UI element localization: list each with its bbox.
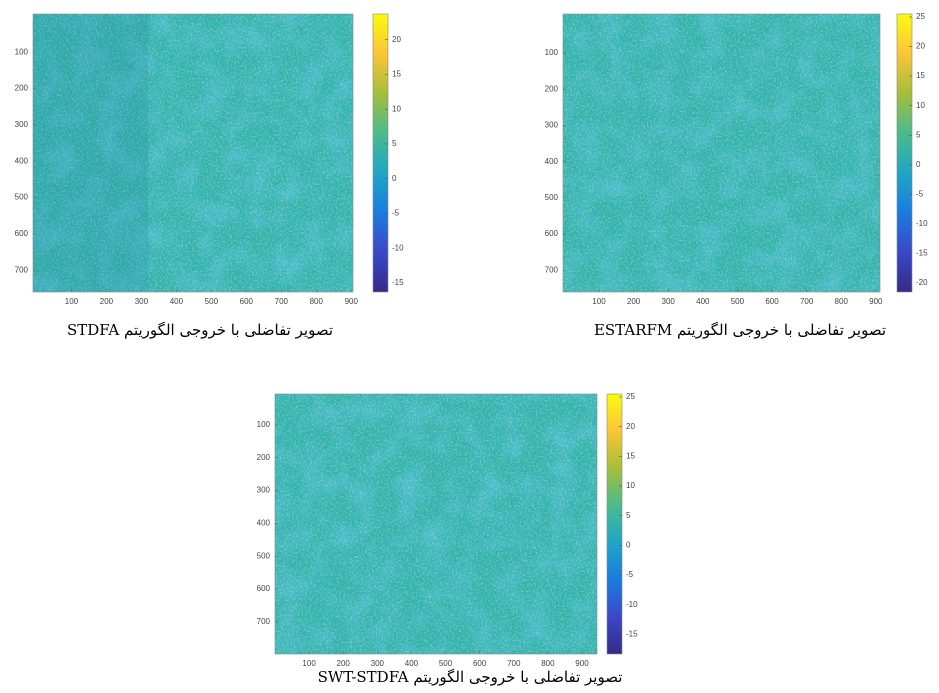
y-tick-label: 600 xyxy=(545,229,559,238)
colorbar-tick-label: -5 xyxy=(916,190,924,199)
x-tick-label: 300 xyxy=(135,297,149,306)
x-tick-label: 100 xyxy=(302,659,316,668)
colorbar-tick-label: 20 xyxy=(626,422,635,431)
colorbar-tick-label: 20 xyxy=(392,35,401,44)
y-tick-label: 400 xyxy=(545,157,559,166)
colorbar-tick-label: 10 xyxy=(626,481,635,490)
x-tick-label: 900 xyxy=(869,297,883,306)
y-tick-label: 400 xyxy=(15,156,29,165)
y-tick-label: 400 xyxy=(257,518,271,527)
x-tick-label: 900 xyxy=(345,297,359,306)
y-tick-label: 100 xyxy=(15,47,29,56)
colorbar xyxy=(607,394,622,654)
colorbar-tick-label: 0 xyxy=(916,160,921,169)
y-tick-label: 600 xyxy=(257,584,271,593)
y-tick-label: 500 xyxy=(257,551,271,560)
x-tick-label: 600 xyxy=(473,659,487,668)
y-tick-label: 100 xyxy=(257,420,271,429)
colorbar-tick-label: 15 xyxy=(626,451,635,460)
colorbar-tick-label: 10 xyxy=(392,104,401,113)
x-tick-label: 400 xyxy=(405,659,419,668)
colorbar-tick-label: 25 xyxy=(916,12,925,21)
colorbar-tick-label: -15 xyxy=(626,630,638,639)
y-tick-label: 300 xyxy=(545,121,559,130)
x-tick-label: 800 xyxy=(541,659,555,668)
colorbar-tick-label: 15 xyxy=(392,70,401,79)
x-tick-label: 300 xyxy=(662,297,676,306)
colorbar-tick-label: -5 xyxy=(626,570,634,579)
x-tick-label: 500 xyxy=(731,297,745,306)
y-tick-label: 200 xyxy=(15,84,29,93)
x-tick-label: 500 xyxy=(439,659,453,668)
x-tick-label: 200 xyxy=(100,297,114,306)
x-tick-label: 500 xyxy=(205,297,219,306)
x-tick-label: 600 xyxy=(240,297,254,306)
x-tick-label: 400 xyxy=(170,297,184,306)
colorbar-tick-label: 25 xyxy=(626,392,635,401)
x-tick-label: 300 xyxy=(371,659,385,668)
x-tick-label: 700 xyxy=(275,297,289,306)
x-tick-label: 200 xyxy=(627,297,641,306)
y-tick-label: 500 xyxy=(545,193,559,202)
colorbar-tick-label: 10 xyxy=(916,101,925,110)
x-tick-label: 800 xyxy=(835,297,849,306)
y-tick-label: 200 xyxy=(545,84,559,93)
y-tick-label: 100 xyxy=(545,48,559,57)
y-tick-label: 500 xyxy=(15,193,29,202)
x-tick-label: 100 xyxy=(65,297,79,306)
x-tick-label: 600 xyxy=(765,297,779,306)
heatmap-shade xyxy=(33,14,148,292)
x-tick-label: 900 xyxy=(575,659,589,668)
heatmap-texture xyxy=(275,394,597,654)
x-tick-label: 400 xyxy=(696,297,710,306)
colorbar-tick-label: 5 xyxy=(392,139,397,148)
y-tick-label: 600 xyxy=(15,229,29,238)
y-tick-label: 700 xyxy=(15,265,29,274)
x-tick-label: 700 xyxy=(507,659,521,668)
colorbar-tick-label: -15 xyxy=(392,278,404,287)
y-tick-label: 700 xyxy=(257,617,271,626)
colorbar-tick-label: -10 xyxy=(392,243,404,252)
colorbar xyxy=(373,14,388,292)
y-tick-label: 200 xyxy=(257,453,271,462)
x-tick-label: 700 xyxy=(800,297,814,306)
figure-caption: تصویر تفاضلی با خروجی الگوریتم ESTARFM xyxy=(594,321,886,339)
x-tick-label: 800 xyxy=(310,297,324,306)
y-tick-label: 300 xyxy=(15,120,29,129)
colorbar-tick-label: -20 xyxy=(916,278,928,287)
colorbar-tick-label: 5 xyxy=(916,130,921,139)
heatmap-texture xyxy=(563,14,880,292)
colorbar-tick-label: 15 xyxy=(916,71,925,80)
colorbar-tick-label: 5 xyxy=(626,511,631,520)
colorbar-tick-label: 20 xyxy=(916,42,925,51)
colorbar-tick-label: 0 xyxy=(626,540,631,549)
colorbar xyxy=(897,14,912,292)
x-tick-label: 100 xyxy=(592,297,606,306)
figure: 1002003004005006007008009001002003004005… xyxy=(0,0,939,693)
y-tick-label: 700 xyxy=(545,265,559,274)
x-tick-label: 200 xyxy=(337,659,351,668)
colorbar-tick-label: -5 xyxy=(392,209,400,218)
figure-caption: تصویر تفاضلی با خروجی الگوریتم SWT-STDFA xyxy=(318,668,623,686)
figure-caption: تصویر تفاضلی با خروجی الگوریتم STDFA xyxy=(67,321,333,339)
colorbar-tick-label: 0 xyxy=(392,174,397,183)
colorbar-tick-label: -10 xyxy=(626,600,638,609)
colorbar-tick-label: -10 xyxy=(916,219,928,228)
y-tick-label: 300 xyxy=(257,486,271,495)
colorbar-tick-label: -15 xyxy=(916,249,928,258)
